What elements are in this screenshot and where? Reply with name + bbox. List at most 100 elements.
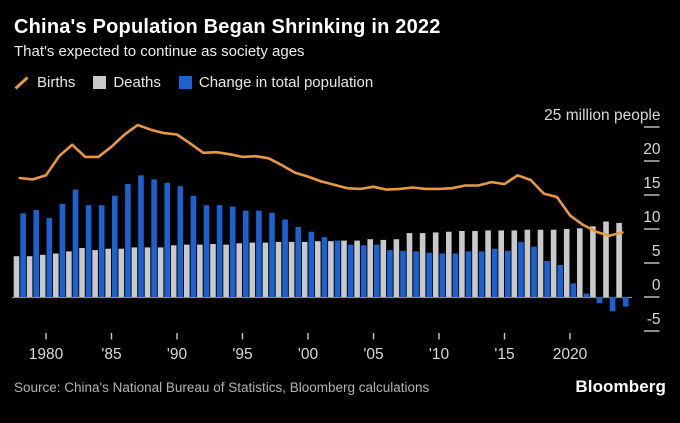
deaths-bar: [66, 251, 72, 297]
births-line-icon: [14, 75, 30, 90]
bloomberg-logo[interactable]: Bloomberg: [575, 377, 666, 396]
x-tick-label: '05: [363, 346, 383, 363]
deaths-bar: [419, 233, 426, 297]
deaths-bar: [118, 248, 125, 297]
x-tick-label: '95: [232, 346, 252, 363]
x-tick-label: 1980: [29, 346, 64, 363]
deaths-bar: [131, 247, 138, 297]
deaths-bar: [197, 244, 203, 297]
deaths-bar: [446, 231, 452, 297]
deaths-bar: [79, 248, 85, 297]
change-bar: [46, 218, 53, 297]
change-bar: [203, 205, 210, 297]
change-bar: [491, 248, 498, 297]
deaths-bar: [249, 242, 256, 297]
change-bar: [20, 213, 26, 297]
deaths-bar: [603, 221, 609, 297]
change-bar: [138, 175, 144, 297]
y-tick-label: 5: [652, 243, 661, 260]
change-bar: [465, 251, 472, 297]
change-bar: [295, 227, 301, 297]
change-bar: [505, 250, 511, 297]
births-line: [18, 123, 624, 238]
deaths-bar: [328, 241, 334, 297]
change-bar: [256, 210, 262, 297]
deaths-bar: [288, 241, 295, 297]
deaths-bar: [406, 233, 413, 297]
deaths-bar: [511, 230, 518, 297]
change-bar: [413, 251, 419, 297]
change-bar: [334, 240, 341, 297]
change-bar: [531, 246, 537, 297]
change-bar: [59, 203, 66, 297]
source-note: Source: China's National Bureau of Stati…: [14, 380, 430, 395]
deaths-bar: [315, 241, 321, 297]
change-bar: [387, 250, 393, 297]
change-swatch-icon: [178, 76, 192, 89]
deaths-bar: [341, 240, 347, 297]
x-tick-label: '85: [101, 346, 121, 363]
legend: Births Deaths Change in total population: [14, 74, 373, 91]
deaths-bar: [26, 256, 33, 297]
change-bar: [125, 184, 131, 297]
deaths-bar: [590, 226, 596, 297]
deaths-bar: [39, 254, 46, 297]
deaths-bar: [170, 245, 177, 297]
y-tick-label: 20: [643, 141, 661, 158]
change-bar: [622, 297, 629, 307]
change-bar: [478, 251, 485, 297]
x-tick-label: '15: [494, 346, 514, 363]
change-bar: [583, 293, 590, 297]
change-bar: [360, 245, 367, 297]
deaths-bar: [236, 243, 242, 297]
legend-label-change: Change in total population: [198, 74, 374, 91]
deaths-bar: [616, 222, 622, 297]
legend-item-births[interactable]: Births: [14, 74, 75, 91]
chart-title: China's Population Began Shrinking in 20…: [14, 16, 441, 38]
change-bar: [557, 265, 563, 297]
change-bar: [112, 195, 118, 297]
x-tick-label: '10: [429, 346, 450, 363]
legend-item-change[interactable]: Change in total population: [178, 74, 374, 91]
legend-item-deaths[interactable]: Deaths: [93, 74, 161, 91]
change-bar: [190, 195, 197, 297]
change-bar: [98, 205, 105, 297]
change-bar: [72, 189, 79, 297]
deaths-bar: [144, 247, 151, 297]
x-tick-label: '00: [298, 346, 319, 363]
deaths-bar: [498, 230, 504, 297]
deaths-bar: [563, 229, 570, 297]
deaths-bar: [472, 231, 478, 297]
y-tick-label: 25 million people: [544, 107, 660, 124]
change-bar: [164, 182, 170, 297]
deaths-bar: [380, 239, 387, 297]
deaths-bar: [105, 248, 111, 297]
x-tick-label: 2020: [553, 346, 588, 363]
change-bar: [570, 283, 577, 297]
deaths-bar: [13, 256, 20, 297]
change-bar: [229, 206, 236, 297]
deaths-bar: [393, 239, 400, 297]
change-bar: [151, 179, 157, 297]
deaths-bar: [275, 241, 282, 297]
change-bar: [243, 210, 249, 297]
y-tick-label: 15: [643, 175, 660, 192]
change-bar: [177, 186, 184, 297]
deaths-bar: [537, 229, 544, 297]
deaths-bar: [354, 240, 360, 297]
deaths-bar: [524, 229, 531, 297]
deaths-bar: [157, 247, 164, 297]
legend-label-births: Births: [37, 74, 76, 91]
change-bar: [596, 297, 603, 304]
deaths-bar: [550, 229, 557, 297]
deaths-bar: [92, 250, 98, 297]
deaths-bar: [485, 230, 491, 297]
change-bar: [347, 244, 354, 297]
change-bar: [544, 261, 550, 297]
change-bar: [321, 237, 328, 297]
change-bar: [452, 253, 459, 297]
change-bar: [85, 205, 92, 297]
deaths-bar: [184, 244, 190, 297]
change-bar: [269, 212, 275, 297]
